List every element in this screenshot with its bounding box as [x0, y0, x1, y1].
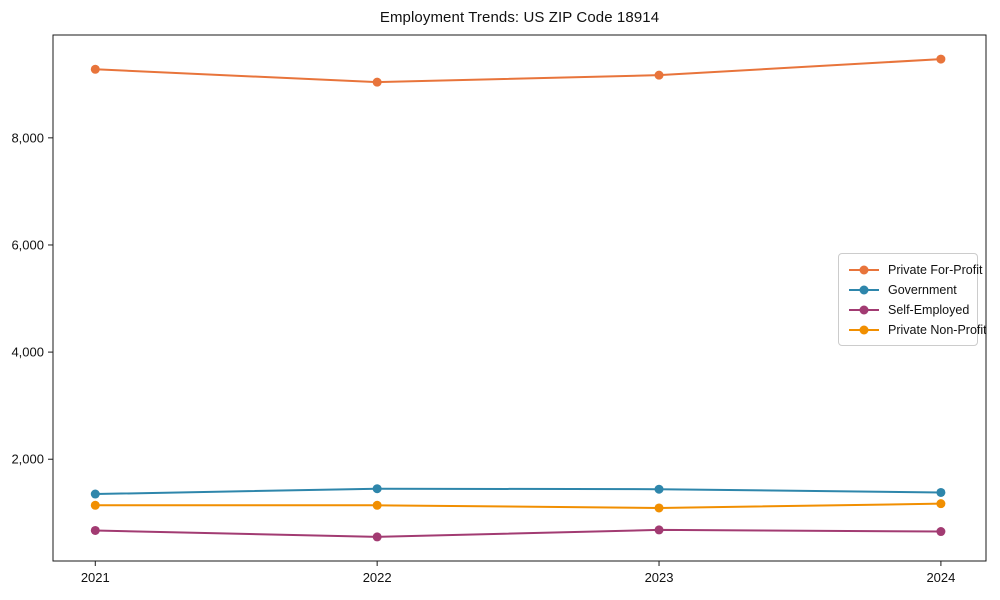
legend-item: Private Non-Profit	[847, 321, 987, 338]
y-tick-label: 6,000	[11, 237, 44, 252]
data-point-marker	[654, 503, 664, 513]
x-tick-label: 2023	[645, 570, 674, 585]
data-point-marker	[372, 532, 382, 542]
data-point-marker	[372, 484, 382, 494]
y-tick-label: 8,000	[11, 130, 44, 145]
data-point-marker	[90, 64, 100, 74]
data-point-marker	[372, 77, 382, 87]
data-point-marker	[936, 527, 946, 537]
x-tick-label: 2024	[926, 570, 955, 585]
y-tick-label: 2,000	[11, 452, 44, 467]
y-tick-label: 4,000	[11, 345, 44, 360]
data-point-marker	[654, 70, 664, 80]
legend-label: Private Non-Profit	[888, 322, 987, 337]
data-point-marker	[90, 525, 100, 535]
x-tick-label: 2022	[363, 570, 392, 585]
series-government	[90, 484, 946, 499]
data-point-marker	[654, 525, 664, 535]
legend-item: Private For-Profit	[847, 261, 982, 278]
legend-label: Self-Employed	[888, 302, 970, 317]
series-self-employed	[90, 525, 946, 542]
data-point-marker	[936, 499, 946, 509]
legend-item: Government	[847, 281, 969, 298]
line-marker-icon	[849, 325, 879, 334]
data-point-marker	[90, 500, 100, 510]
legend-label: Private For-Profit	[888, 262, 983, 277]
legend-label: Government	[888, 282, 957, 297]
axes: 2,000 4,000 6,000 8,000 2021 2022 2023 2024	[11, 34, 987, 585]
legend: Private For-Profit Government Self-Emplo…	[838, 253, 987, 346]
data-point-marker	[936, 54, 946, 64]
line-marker-icon	[849, 265, 879, 274]
data-point-marker	[654, 484, 664, 494]
line-marker-icon	[849, 285, 879, 294]
series-private-for-profit	[90, 54, 946, 87]
x-tick-label: 2021	[81, 570, 110, 585]
data-point-marker	[936, 487, 946, 497]
line-marker-icon	[849, 305, 879, 314]
data-point-marker	[90, 489, 100, 499]
legend-item: Self-Employed	[847, 301, 969, 318]
series-private-non-profit	[90, 499, 946, 513]
data-point-marker	[372, 500, 382, 510]
chart-title: Employment Trends: US ZIP Code 18914	[379, 9, 660, 26]
